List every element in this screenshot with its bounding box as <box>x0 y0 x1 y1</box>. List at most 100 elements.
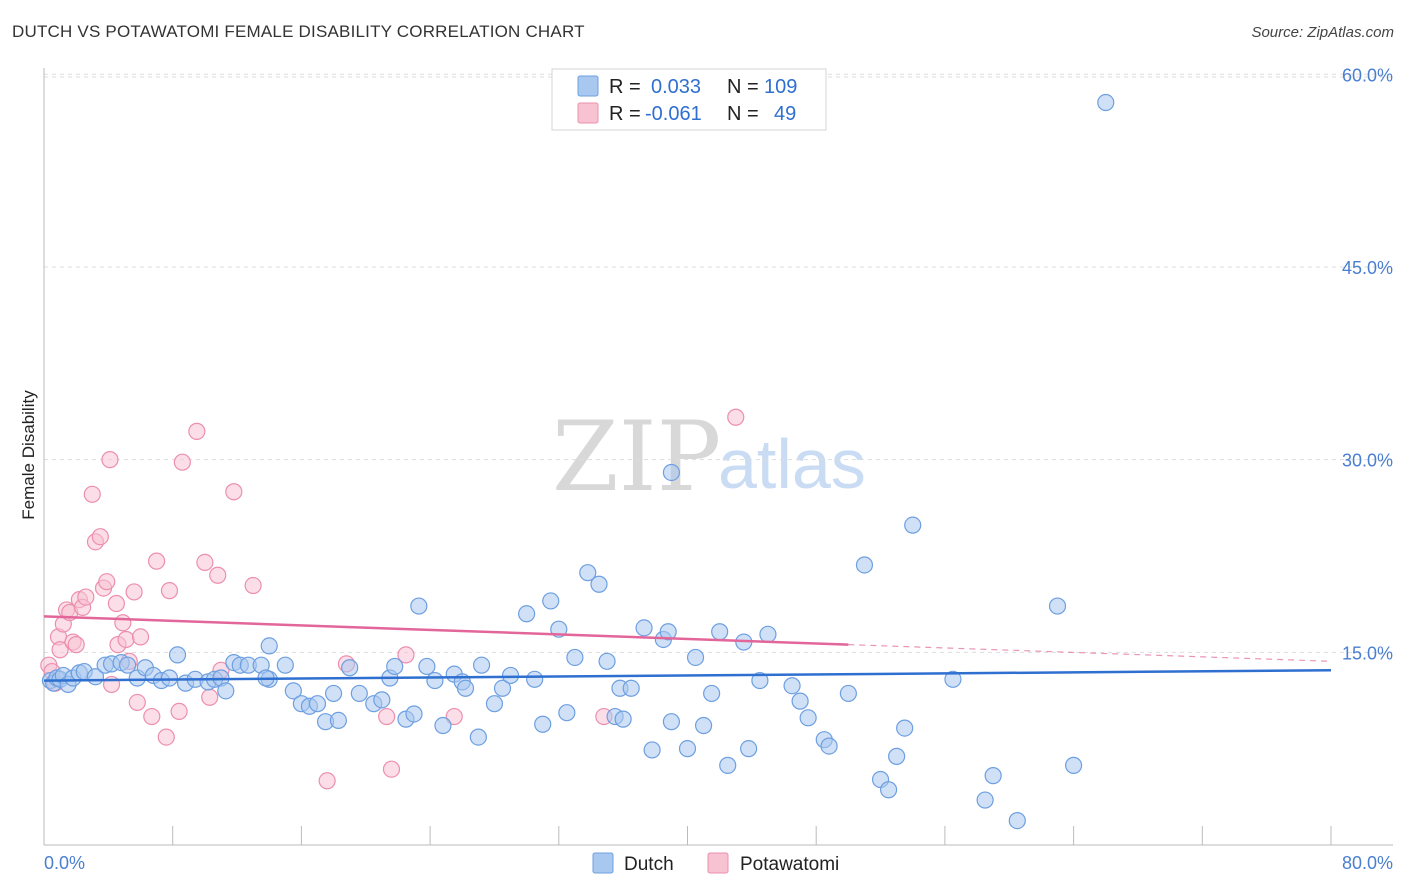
y-tick-label: 45.0% <box>1342 258 1393 278</box>
dutch-point <box>904 516 922 534</box>
potawatomi-point <box>378 707 396 726</box>
dutch-point <box>879 781 898 799</box>
dutch-point <box>662 463 681 482</box>
dutch-point <box>329 711 348 729</box>
dutch-point <box>740 740 758 758</box>
dutch-point <box>119 656 137 674</box>
dutch-point <box>678 740 697 758</box>
x-tick-labels: 0.0% 80.0% <box>44 853 1393 873</box>
dutch-point <box>566 648 584 667</box>
dutch-point <box>984 767 1002 785</box>
axes <box>43 68 1393 846</box>
potawatomi-point <box>188 422 206 440</box>
potawatomi-point <box>196 553 214 571</box>
potawatomi-point <box>173 453 191 471</box>
potawatomi-point <box>397 646 415 664</box>
potawatomi-point <box>382 760 401 778</box>
legend-n-label-dutch: N = <box>727 76 759 98</box>
dutch-point <box>703 684 721 703</box>
dutch-point <box>944 670 962 688</box>
dutch-point <box>434 716 452 735</box>
potawatomi-point <box>160 582 179 600</box>
potawatomi-points <box>40 408 745 790</box>
dutch-point <box>308 695 327 713</box>
potawatomi-trend-line <box>43 615 849 646</box>
dutch-point <box>418 657 436 676</box>
potawatomi-point <box>318 772 336 790</box>
potawatomi-point <box>225 483 243 501</box>
legend-n-value-potawatomi: 49 <box>774 103 796 125</box>
dutch-point <box>1008 811 1026 830</box>
dutch-point <box>284 682 302 700</box>
dutch-trend-line <box>43 669 1332 682</box>
dutch-point <box>456 679 475 697</box>
dutch-point <box>799 709 817 727</box>
dutch-point <box>160 669 179 687</box>
dutch-point <box>783 677 801 695</box>
potawatomi-point <box>114 614 132 632</box>
dutch-point <box>405 705 423 723</box>
legend-r-label-potawatomi: R = <box>609 103 641 125</box>
legend-swatch-potawatomi <box>577 102 599 124</box>
dutch-point <box>839 684 857 703</box>
dutch-point <box>1097 93 1115 112</box>
dutch-point <box>1064 756 1083 774</box>
dutch-point <box>168 646 187 664</box>
dutch-point <box>260 637 278 655</box>
legend-r-value-dutch: 0.033 <box>651 76 701 98</box>
dutch-point <box>350 684 368 703</box>
x-tick-label: 80.0% <box>1342 853 1393 873</box>
potawatomi-point <box>83 485 101 503</box>
dutch-point <box>217 682 235 700</box>
potawatomi-point <box>51 641 69 659</box>
dutch-point <box>534 715 552 733</box>
potawatomi-point <box>170 702 188 721</box>
dutch-point <box>643 741 661 759</box>
dutch-points <box>41 93 1115 830</box>
trend-lines <box>43 615 1332 682</box>
dutch-point <box>526 670 544 688</box>
y-tick-labels: 15.0% 30.0% 45.0% 60.0% <box>1342 65 1393 663</box>
bottom-legend-swatch-dutch <box>592 852 614 874</box>
x-tick-label: 0.0% <box>44 853 85 873</box>
gridlines <box>44 73 1393 653</box>
dutch-point <box>694 716 713 735</box>
dutch-point <box>590 575 608 593</box>
dutch-point <box>751 671 769 690</box>
dutch-point <box>518 605 536 623</box>
dutch-point <box>635 619 653 637</box>
y-tick-label: 30.0% <box>1342 451 1393 471</box>
potawatomi-point <box>98 573 116 591</box>
potawatomi-point <box>91 528 109 546</box>
watermark-zip: ZIP <box>552 401 721 513</box>
potawatomi-point <box>117 630 135 649</box>
dutch-point <box>469 728 487 746</box>
legend-swatch-dutch <box>577 75 599 97</box>
y-tick-label: 60.0% <box>1342 65 1393 85</box>
dutch-point <box>614 710 632 728</box>
dutch-point <box>386 657 404 676</box>
bottom-legend: Dutch Potawatomi <box>592 852 839 875</box>
dutch-point <box>711 623 729 641</box>
dutch-point <box>719 756 737 774</box>
dutch-point <box>622 679 640 697</box>
bottom-legend-swatch-potawatomi <box>707 852 729 874</box>
chart-title: DUTCH VS POTAWATOMI FEMALE DISABILITY CO… <box>12 22 585 41</box>
watermark-atlas: atlas <box>718 425 866 503</box>
potawatomi-point <box>201 688 219 706</box>
dutch-point <box>579 564 597 582</box>
potawatomi-point <box>209 566 227 584</box>
potawatomi-point <box>244 576 262 595</box>
potawatomi-point <box>67 636 85 654</box>
dutch-point <box>558 704 576 722</box>
potawatomi-point <box>101 451 119 469</box>
dutch-point <box>598 652 616 670</box>
dutch-point <box>493 679 512 697</box>
dutch-point <box>659 623 677 641</box>
dutch-point <box>542 592 560 610</box>
dutch-point <box>855 556 874 574</box>
dutch-point <box>341 659 359 677</box>
y-tick-label: 15.0% <box>1342 643 1393 663</box>
dutch-point <box>410 597 428 615</box>
